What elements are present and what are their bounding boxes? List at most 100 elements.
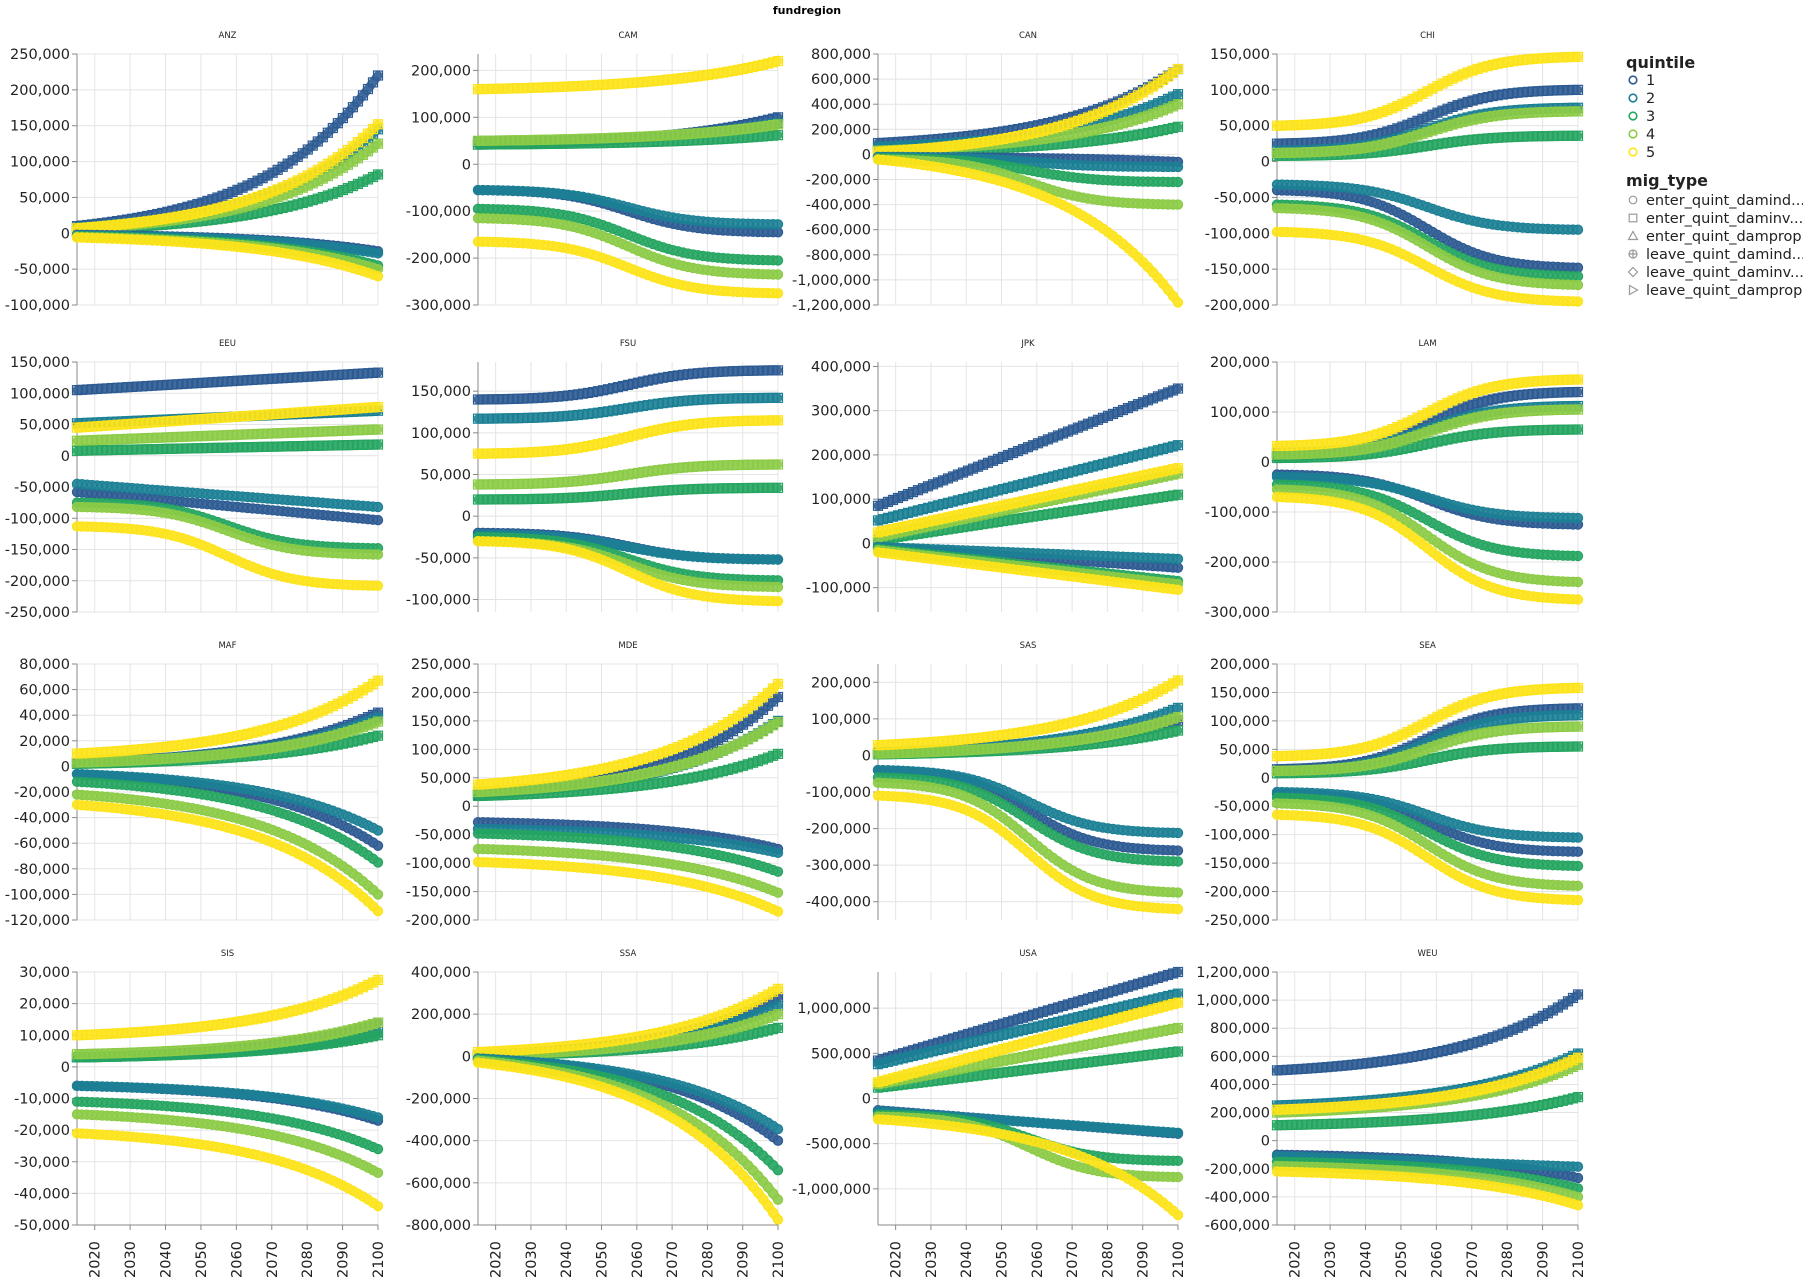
panel-fsu: -100,000 -50,000 0 50,000 100,000 150,000 FSU — [406, 339, 784, 612]
data-point — [106, 233, 118, 244]
y-tick-label: 200,000 — [811, 122, 871, 138]
data-point — [167, 236, 178, 247]
y-tick-label: 0 — [462, 509, 471, 525]
y-tick-label: 300,000 — [811, 404, 871, 420]
y-tick-label: -100,000 — [5, 298, 70, 314]
panel-can: -1,200,000-1,000,000-800,000-600,000-400… — [792, 31, 1184, 314]
y-tick-label: -200,000 — [406, 251, 471, 267]
y-tick-label: 150,000 — [411, 384, 471, 400]
y-tick-label: 100,000 — [411, 426, 471, 442]
y-tick-label: 150,000 — [10, 355, 70, 371]
y-tick-label: -300,000 — [1205, 605, 1270, 621]
data-point — [357, 266, 369, 277]
panel-title: CAM — [618, 31, 637, 41]
y-tick-label: -800,000 — [806, 248, 871, 264]
data-point — [357, 245, 369, 257]
data-point — [91, 232, 103, 244]
y-tick-label: -1,000,000 — [792, 273, 871, 289]
y-tick-label: -50,000 — [14, 480, 70, 496]
data-point — [282, 248, 293, 259]
panel-eeu: -250,000-200,000-150,000-100,000-50,0000… — [5, 339, 384, 621]
data-point — [367, 247, 379, 258]
data-point — [342, 261, 354, 272]
y-tick-label: 50,000 — [420, 468, 471, 484]
data-point — [227, 241, 238, 252]
y-tick-label: -150,000 — [5, 543, 70, 559]
data-point — [372, 271, 384, 282]
data-point — [347, 262, 359, 274]
y-tick-label: 200,000 — [1210, 355, 1270, 371]
data-point — [182, 237, 193, 248]
data-point — [272, 246, 283, 258]
data-point — [262, 245, 273, 256]
series-q1-enter — [71, 367, 384, 396]
data-point — [772, 55, 784, 67]
panel-chi: -200,000-150,000-100,000-50,000050,00010… — [1205, 31, 1584, 314]
data-point — [111, 233, 123, 245]
data-point — [212, 239, 223, 251]
y-tick-label: 250,000 — [10, 47, 70, 63]
data-point — [297, 251, 308, 262]
y-tick-label: 50,000 — [19, 190, 70, 206]
y-tick-label: -400,000 — [806, 198, 871, 214]
data-point — [307, 253, 318, 264]
data-point — [362, 246, 374, 257]
panel-title: LAM — [1418, 339, 1436, 349]
data-point — [287, 249, 298, 260]
y-tick-label: -100,000 — [406, 593, 471, 609]
y-tick-label: 100,000 — [411, 110, 471, 126]
y-tick-label: -200,000 — [1205, 555, 1270, 571]
y-tick-label: 0 — [1261, 155, 1270, 171]
y-tick-label: 0 — [862, 536, 871, 552]
data-point — [772, 119, 784, 130]
data-point — [372, 119, 384, 130]
data-point — [302, 252, 313, 263]
panel-title: FSU — [620, 339, 636, 349]
data-point — [172, 236, 183, 248]
series-q5-leave — [71, 232, 384, 282]
data-point — [312, 254, 323, 265]
y-tick-label: 400,000 — [811, 359, 871, 375]
data-point — [147, 235, 158, 246]
data-point — [252, 244, 263, 255]
y-tick-label: 0 — [61, 449, 70, 465]
y-tick-label: 200,000 — [10, 83, 70, 99]
data-point — [192, 238, 203, 249]
y-tick-label: -50,000 — [14, 262, 70, 278]
data-point — [372, 248, 384, 259]
y-tick-label: 600,000 — [811, 72, 871, 88]
data-point — [372, 169, 384, 180]
figure-title: fundregion — [773, 4, 841, 17]
data-point — [247, 243, 258, 254]
y-tick-label: -100,000 — [806, 581, 871, 597]
data-point — [81, 232, 93, 244]
data-point — [86, 232, 98, 244]
data-point — [152, 235, 163, 246]
y-tick-label: 100,000 — [1210, 405, 1270, 421]
data-point — [292, 250, 303, 261]
panel-anz: -100,000-50,000050,000100,000150,000200,… — [5, 31, 384, 314]
panels-group: -100,000 -50,000 0 50,000 100,000 150,000 200,… — [5, 31, 1587, 1278]
data-point — [322, 256, 334, 267]
y-tick-label: -100,000 — [1205, 505, 1270, 521]
panel-cam: -300,000-200,000-100,0000100,000200,000C… — [406, 31, 784, 314]
y-tick-label: 150,000 — [10, 119, 70, 135]
data-point — [121, 234, 133, 245]
data-point — [217, 240, 228, 251]
y-tick-label: -200,000 — [806, 173, 871, 189]
data-point — [157, 235, 168, 247]
panel-lam: -300,000-200,000-100,0000100,000200,000L… — [1205, 339, 1584, 621]
data-point — [177, 237, 188, 248]
data-point — [162, 236, 173, 247]
y-tick-label: -300,000 — [406, 298, 471, 314]
y-tick-label: 100,000 — [10, 155, 70, 171]
y-tick-label: -50,000 — [415, 551, 471, 567]
data-point — [352, 245, 364, 256]
y-tick-label: -50,000 — [1214, 190, 1270, 206]
y-tick-label: -200,000 — [1205, 298, 1270, 314]
data-point — [772, 130, 784, 141]
data-point — [71, 232, 83, 243]
series-q1-enter — [872, 383, 1184, 511]
y-tick-label: -1,200,000 — [792, 298, 871, 314]
